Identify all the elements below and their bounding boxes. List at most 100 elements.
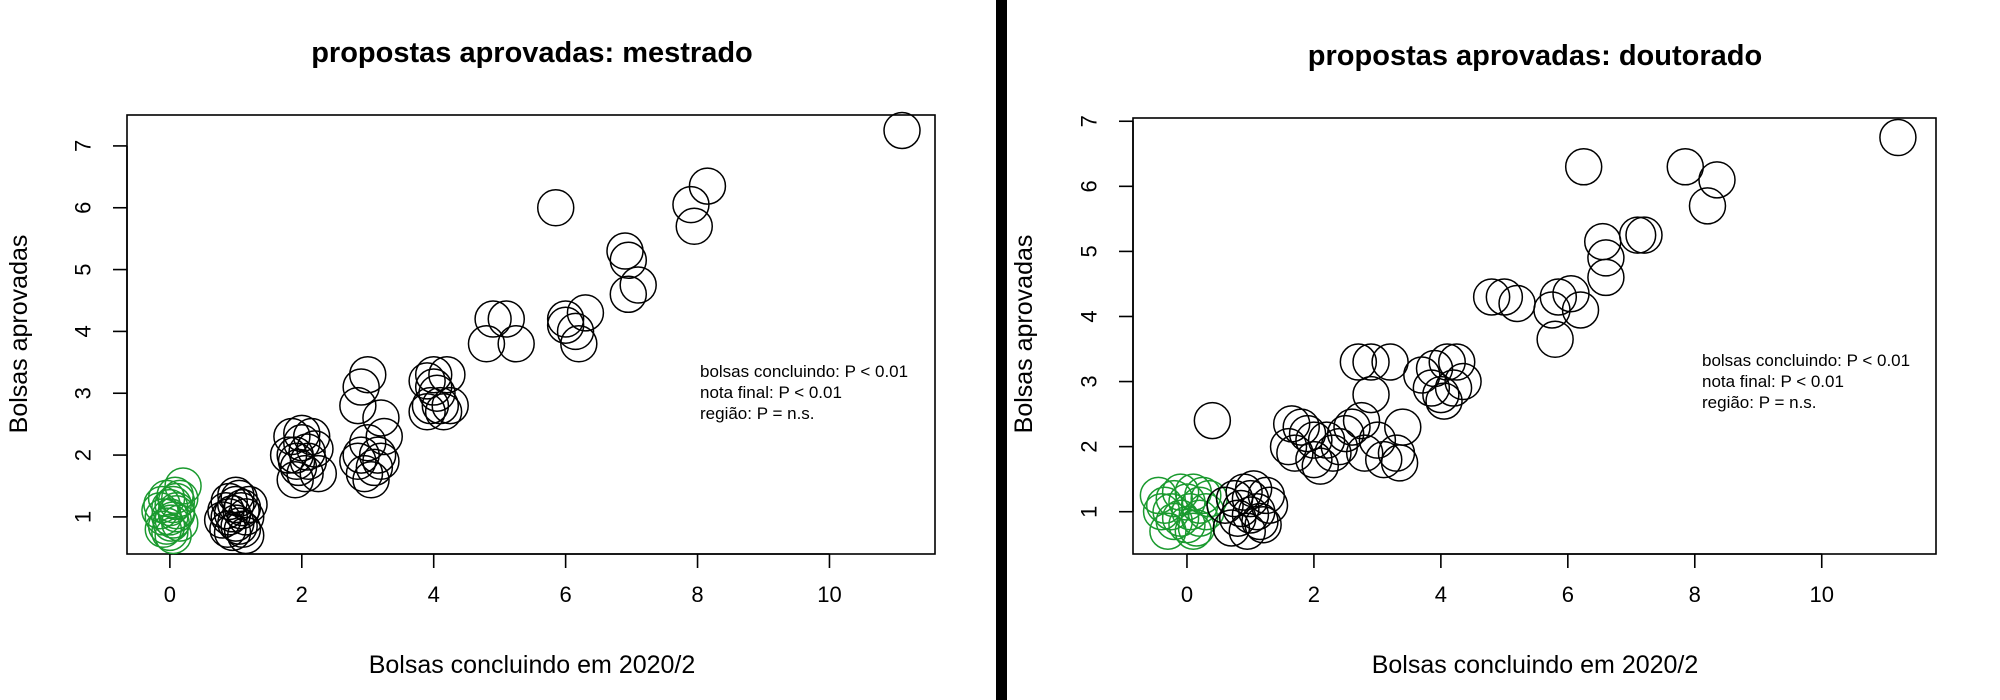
chart-mestrado: propostas aprovadas: mestrado 0 2 4 6 8 10 12…	[5, 37, 936, 679]
annotation-bolsas: bolsas concluindo: P < 0.01	[700, 362, 908, 381]
scatter-point	[408, 362, 446, 400]
annotation-block: bolsas concluindo: P < 0.01 nota final: …	[700, 362, 908, 423]
scatter-point	[536, 188, 575, 227]
chart-title: propostas aprovadas: mestrado	[311, 37, 753, 69]
scatter-point	[566, 294, 605, 332]
scatter-point	[1412, 369, 1451, 407]
scatter-point	[1342, 401, 1381, 440]
scatter-points	[141, 111, 921, 555]
scatter-point	[339, 386, 377, 425]
scatter-point	[1561, 291, 1600, 329]
scatter-point	[1879, 118, 1917, 157]
scatter-point	[152, 504, 190, 542]
scatter-point	[675, 207, 713, 246]
scatter-point	[1241, 502, 1279, 541]
scatter-point	[1345, 434, 1384, 472]
scatter-point	[1228, 512, 1267, 550]
scatter-point	[151, 513, 189, 552]
scatter-point	[277, 442, 316, 481]
x-tick-label: 2	[296, 582, 308, 607]
x-axis: 0 2 4 6 8 10	[164, 553, 842, 607]
scatter-point	[1145, 486, 1184, 524]
scatter-point	[1272, 405, 1311, 443]
annotation-regiao: região: P = n.s.	[1702, 393, 1817, 412]
x-tick-label: 2	[1308, 582, 1320, 607]
scatter-point	[1536, 320, 1574, 359]
y-tick-label: 1	[1077, 506, 1102, 518]
scatter-point	[222, 491, 260, 530]
x-tick-label: 10	[1809, 582, 1833, 607]
annotation-bolsas: bolsas concluindo: P < 0.01	[1702, 351, 1910, 370]
y-axis-title: Bolsas aprovadas	[5, 235, 33, 434]
x-axis-title: Bolsas concluindo em 2020/2	[369, 651, 696, 679]
scatter-point	[269, 436, 308, 474]
scatter-point	[156, 476, 194, 515]
y-tick-label: 2	[71, 449, 96, 461]
scatter-point	[418, 374, 456, 412]
scatter-point	[349, 423, 387, 462]
y-tick-label: 7	[71, 140, 96, 152]
scatter-point	[1422, 375, 1460, 414]
y-tick-label: 7	[1077, 115, 1102, 127]
scatter-point	[1380, 444, 1419, 482]
scatter-point	[1174, 512, 1213, 550]
x-axis-title: Bolsas concluindo em 2020/2	[1372, 651, 1699, 679]
scatter-point	[1193, 401, 1232, 440]
scatter-point	[1587, 258, 1625, 297]
scatter-point	[1247, 476, 1286, 515]
scatter-point	[1564, 148, 1603, 186]
scatter-point	[1276, 434, 1314, 472]
scatter-point	[203, 501, 242, 539]
annotation-block: bolsas concluindo: P < 0.01 nota final: …	[1702, 351, 1910, 412]
scatter-point	[143, 485, 181, 524]
scatter-point	[467, 325, 506, 363]
scatter-point	[414, 355, 453, 394]
scatter-point	[339, 442, 377, 481]
scatter-point	[1295, 421, 1333, 459]
x-tick-label: 4	[428, 582, 440, 607]
scatter-point	[546, 306, 585, 344]
scatter-point	[1352, 343, 1390, 381]
scatter-point	[1161, 473, 1200, 511]
x-tick-label: 6	[560, 582, 572, 607]
y-tick-label: 6	[1077, 180, 1102, 192]
scatter-point	[1295, 440, 1333, 479]
y-tick-label: 3	[71, 387, 96, 399]
scatter-point	[352, 461, 390, 499]
scatter-point	[1688, 187, 1727, 225]
scatter-point	[1301, 447, 1340, 485]
scatter-point	[1698, 161, 1736, 199]
scatter-point	[1215, 479, 1254, 518]
scatter-point	[1155, 479, 1194, 518]
scatter-point	[342, 436, 380, 474]
scatter-point	[546, 300, 585, 338]
scatter-point	[1333, 408, 1371, 446]
scatter-point	[556, 312, 595, 351]
scatter-point	[1358, 421, 1397, 459]
scatter-point	[1618, 216, 1657, 254]
x-tick-label: 4	[1435, 582, 1447, 607]
scatter-point	[1371, 343, 1409, 381]
scatter-point	[209, 510, 247, 549]
scatter-point	[161, 479, 199, 518]
scatter-point	[414, 368, 453, 406]
scatter-point	[223, 488, 262, 527]
x-axis: 0 2 4 6 8 10	[1181, 553, 1834, 607]
chart-title: propostas aprovadas: doutorado	[1308, 40, 1762, 72]
scatter-point	[288, 433, 326, 471]
scatter-point	[283, 414, 321, 453]
y-tick-label: 3	[1077, 375, 1102, 387]
scatter-point	[619, 266, 657, 304]
x-tick-label: 0	[164, 582, 176, 607]
scatter-point	[1269, 427, 1308, 466]
scatter-point	[474, 300, 512, 338]
scatter-point	[487, 300, 526, 338]
scatter-points	[1139, 118, 1917, 550]
panel-divider	[996, 0, 1007, 700]
scatter-point	[276, 461, 314, 499]
x-tick-label: 10	[817, 582, 841, 607]
scatter-point	[1666, 148, 1705, 186]
scatter-point	[358, 436, 397, 474]
scatter-point	[428, 355, 466, 394]
scatter-point	[1587, 239, 1625, 277]
